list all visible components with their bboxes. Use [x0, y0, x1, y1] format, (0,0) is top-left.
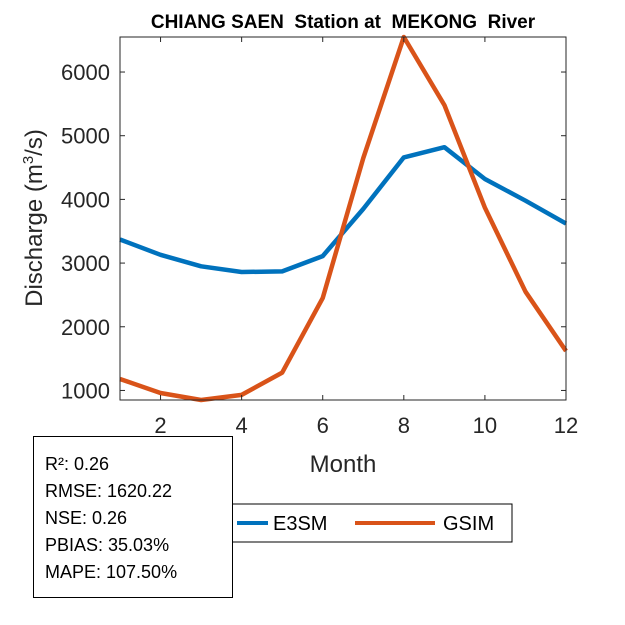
y-tick-label: 1000 [61, 378, 110, 403]
ticks-layer: 2 4 6 8 10 12 1000 2000 3000 4000 5000 6000 [61, 37, 578, 438]
x-tick-label: 4 [236, 413, 248, 438]
legend-label-gsim: GSIM [443, 513, 494, 535]
legend-label-e3sm: E3SM [273, 513, 327, 535]
series-layer [119, 34, 568, 403]
x-axis-label: Month [310, 451, 377, 478]
y-tick-label: 4000 [61, 187, 110, 212]
stat-nse: NSE: 0.26 [45, 508, 128, 528]
x-tick-label: 2 [154, 413, 166, 438]
y-axis-label: Discharge (m3/s) [20, 129, 48, 307]
plot-area: 2 4 6 8 10 12 1000 2000 3000 4000 5000 6000 [61, 34, 578, 438]
stat-pbias: PBIAS: 35.03% [45, 535, 170, 555]
x-tick-label: 12 [554, 413, 578, 438]
y-tick-label: 6000 [61, 60, 110, 85]
y-tick-label: 5000 [61, 124, 110, 149]
chart-title: CHIANG SAEN Station at MEKONG River [151, 12, 536, 33]
stat-rmse: RMSE: 1620.22 [45, 481, 173, 501]
legend: E3SM GSIM [229, 503, 513, 543]
stat-mape: MAPE: 107.50% [45, 562, 178, 582]
series-line-gsim [119, 34, 568, 403]
x-tick-label: 6 [317, 413, 329, 438]
y-tick-label: 2000 [61, 315, 110, 340]
axes-box [119, 36, 567, 401]
stats-box: R²: 0.26 RMSE: 1620.22 NSE: 0.26 PBIAS: … [33, 436, 233, 598]
x-tick-label: 8 [398, 413, 410, 438]
stat-r2: R²: 0.26 [45, 454, 110, 474]
y-tick-label: 3000 [61, 251, 110, 276]
x-tick-label: 10 [473, 413, 497, 438]
